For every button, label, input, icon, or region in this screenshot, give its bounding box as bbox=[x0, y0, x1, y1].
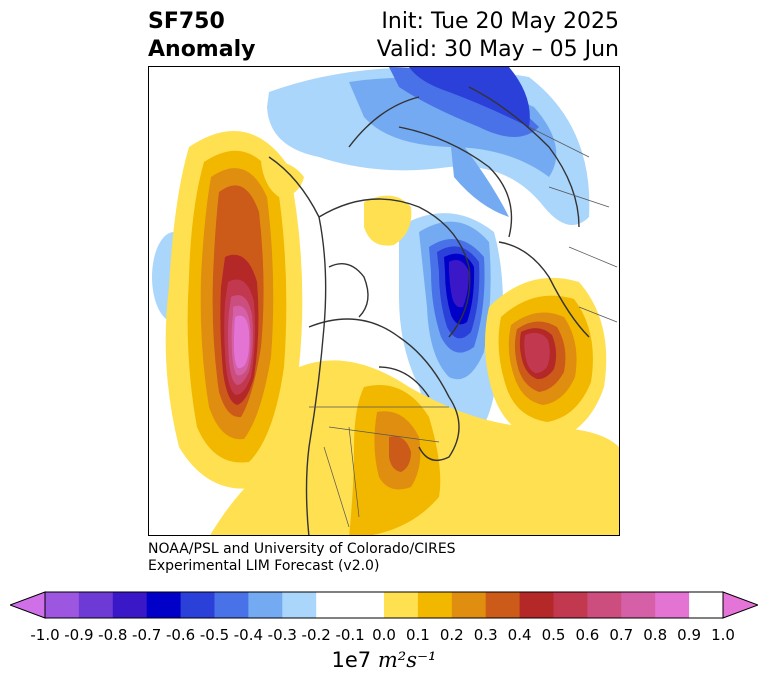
units-prefix: 1e7 bbox=[331, 648, 372, 672]
colorbar-tick-label: -0.5 bbox=[199, 626, 230, 644]
credit-line-2: Experimental LIM Forecast (v2.0) bbox=[148, 558, 380, 574]
colorbar-segment bbox=[587, 592, 622, 618]
colorbar-segment bbox=[146, 592, 182, 618]
colorbar-segment bbox=[689, 592, 724, 618]
colorbar-segment bbox=[214, 592, 249, 618]
colorbar-tick-label: 0.9 bbox=[677, 626, 702, 644]
field-subtitle: Anomaly bbox=[148, 37, 256, 62]
init-date: Init: Tue 20 May 2025 bbox=[381, 9, 619, 34]
colorbar-tick-label: 1.0 bbox=[711, 626, 735, 644]
colorbar-tick-label: 0.0 bbox=[372, 626, 396, 644]
colorbar-extend-low bbox=[10, 591, 46, 619]
colorbar-tick-labels: -1.0 -0.9 -0.8 -0.7 -0.6 -0.5 -0.4 -0.3 -0.2 -0.1… bbox=[0, 626, 768, 646]
colorbar-segment bbox=[384, 592, 419, 618]
colorbar-segment bbox=[316, 592, 351, 618]
colorbar-segment bbox=[45, 592, 80, 618]
colorbar-tick-label: 0.7 bbox=[609, 626, 634, 644]
valid-range: Valid: 30 May – 05 Jun bbox=[376, 37, 619, 62]
colorbar-tick-label: 0.4 bbox=[507, 626, 532, 644]
colorbar bbox=[10, 591, 758, 619]
colorbar-segment bbox=[180, 592, 215, 618]
colorbar-tick-label: -1.0 bbox=[30, 626, 60, 644]
map-canvas bbox=[149, 67, 619, 535]
anomaly-alaska-yellow bbox=[261, 161, 304, 197]
anomaly-atlantic-ridge bbox=[485, 277, 607, 442]
units-math: m²s⁻¹ bbox=[377, 648, 437, 672]
anomaly-north-america-high bbox=[210, 360, 619, 535]
colorbar-segment bbox=[621, 592, 656, 618]
colorbar-tick-label: -0.6 bbox=[165, 626, 196, 644]
colorbar-tick-label: 0.6 bbox=[575, 626, 600, 644]
field-title: SF750 bbox=[148, 9, 225, 34]
colorbar-tick-label: -0.2 bbox=[301, 626, 331, 644]
colorbar-extend-high bbox=[722, 591, 758, 619]
colorbar-segment bbox=[78, 592, 114, 618]
colorbar-tick-label: 0.1 bbox=[405, 626, 430, 644]
credit-line-1: NOAA/PSL and University of Colorado/CIRE… bbox=[148, 541, 456, 557]
colorbar-tick-label: -0.9 bbox=[64, 626, 94, 644]
coastlines bbox=[268, 86, 590, 535]
colorbar-units: 1e7 m²s⁻¹ bbox=[0, 648, 768, 672]
anomaly-central-low bbox=[399, 213, 503, 442]
colorbar-outline bbox=[44, 591, 724, 619]
colorbar-tick-label: -0.7 bbox=[132, 626, 162, 644]
colorbar-tick-label: -0.3 bbox=[267, 626, 297, 644]
colorbar-tick-label: -0.8 bbox=[98, 626, 128, 644]
colorbar-segment bbox=[282, 592, 317, 618]
colorbar-segment bbox=[417, 592, 453, 618]
colorbar-segment bbox=[451, 592, 487, 618]
colorbar-segment bbox=[485, 592, 521, 618]
colorbar-tick-label: 0.3 bbox=[473, 626, 498, 644]
colorbar-tick-label: 0.2 bbox=[439, 626, 464, 644]
colorbar-tick-label: 0.8 bbox=[643, 626, 668, 644]
political-borders bbox=[309, 126, 618, 528]
anomaly-arctic-yellow bbox=[364, 195, 412, 246]
colorbar-segment bbox=[248, 592, 283, 618]
colorbar-tick-label: -0.1 bbox=[335, 626, 365, 644]
colorbar-tick-label: 0.5 bbox=[541, 626, 566, 644]
colorbar-segment bbox=[519, 592, 554, 618]
anomaly-pacific-ridge bbox=[165, 131, 303, 489]
colorbar-segment bbox=[112, 592, 148, 618]
colorbar-segment bbox=[655, 592, 690, 618]
map-panel bbox=[148, 66, 620, 536]
colorbar-tick-label: -0.4 bbox=[233, 626, 264, 644]
colorbar-segment bbox=[553, 592, 588, 618]
title-block-right: Init: Tue 20 May 2025 Valid: 30 May – 05… bbox=[377, 8, 619, 64]
colorbar-segment bbox=[350, 592, 385, 618]
credit-text: NOAA/PSL and University of Colorado/CIRE… bbox=[148, 541, 456, 575]
title-block-left: SF750 Anomaly bbox=[148, 8, 255, 64]
